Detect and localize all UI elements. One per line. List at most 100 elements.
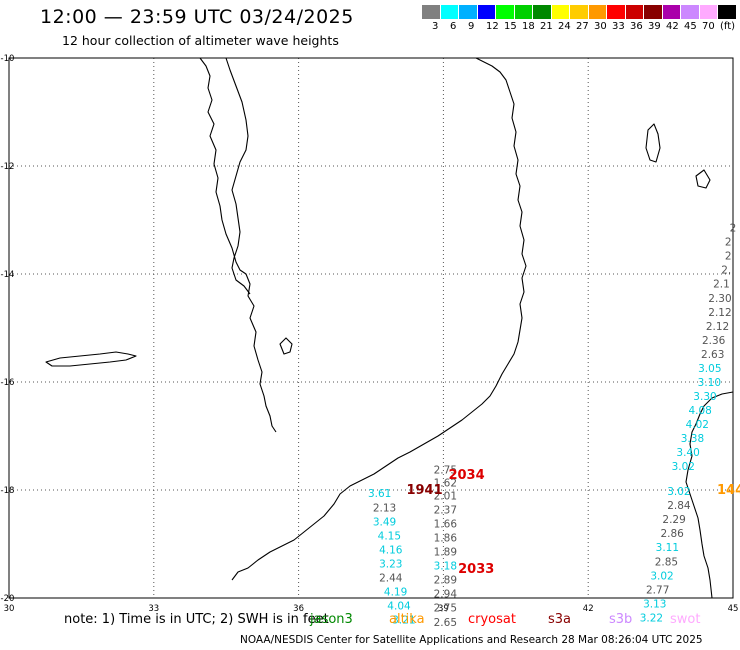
chart-title: 12:00 — 23:59 UTC 03/24/2025 xyxy=(40,6,354,28)
wave-height-value: 2.63 xyxy=(701,349,724,361)
satellite-legend-swot: swot xyxy=(670,612,701,627)
legend-label: 39 xyxy=(648,21,661,32)
satellite-legend-s3b: s3b xyxy=(609,612,633,627)
wave-height-value: 2.1 xyxy=(713,279,730,291)
wave-height-observations: 2.751.622.012.371.661.861.893.182.892.94… xyxy=(368,223,740,629)
wave-height-value: 144 xyxy=(717,483,740,498)
legend-label: 42 xyxy=(666,21,679,32)
legend-swatch xyxy=(662,5,681,19)
latitude-label: -18 xyxy=(1,486,15,496)
legend-swatch xyxy=(514,5,533,19)
legend-swatch xyxy=(477,5,496,19)
wave-height-value: 2.13 xyxy=(373,502,396,514)
legend-swatch xyxy=(718,5,737,19)
wave-height-value: 3.10 xyxy=(698,377,721,389)
satellite-legend-s3a: s3a xyxy=(548,612,572,627)
wave-height-value: 2034 xyxy=(448,468,484,483)
wave-height-value: 2.36 xyxy=(702,335,726,347)
legend-label: 6 xyxy=(450,21,457,32)
wave-height-value: 1941 xyxy=(406,483,442,498)
legend-labels: 3 6 9 12 15 18 21 24 27 30 33 36 39 42 45 70 (ft) xyxy=(422,19,737,33)
legend-swatch xyxy=(588,5,607,19)
coastline xyxy=(45,57,734,599)
wave-height-value: 3.02 xyxy=(667,486,690,498)
legend-swatch xyxy=(644,5,663,19)
wave-height-value: 2. xyxy=(721,265,731,277)
wave-height-value: 2.30 xyxy=(708,293,731,305)
legend-label: 30 xyxy=(594,21,607,32)
wave-height-value: 2.44 xyxy=(379,572,403,584)
map-grid xyxy=(9,58,733,598)
wave-height-value: 2.01 xyxy=(434,490,457,502)
wave-height-value: 3.11 xyxy=(656,542,679,554)
legend-label: 70 xyxy=(702,21,715,32)
wave-height-value: 3.22 xyxy=(640,612,663,624)
longitude-label: 30 xyxy=(4,604,15,614)
color-legend: 3 6 9 12 15 18 21 24 27 30 33 36 39 42 45 70 (ft) xyxy=(422,5,737,33)
footer-credit: NOAA/NESDIS Center for Satellite Applica… xyxy=(240,634,703,646)
wave-height-value: 3.02 xyxy=(672,461,695,473)
africa-coastline xyxy=(199,57,277,433)
wave-height-value: 2.94 xyxy=(434,589,458,601)
legend-label: 3 xyxy=(432,21,439,32)
legend-swatch xyxy=(459,5,478,19)
wave-height-value: 4.04 xyxy=(387,601,411,613)
legend-swatch xyxy=(422,5,441,19)
wave-height-value: 3.18 xyxy=(434,561,457,573)
chart-subtitle: 12 hour collection of altimeter wave hei… xyxy=(62,33,339,48)
latitude-label: -20 xyxy=(1,594,15,604)
wave-height-value: 3.13 xyxy=(643,598,666,610)
wave-height-value: 3.40 xyxy=(676,447,699,459)
map-frame xyxy=(8,57,734,599)
mozambique-coastline xyxy=(231,57,527,581)
legend-label: (ft) xyxy=(720,21,736,32)
legend-swatch xyxy=(607,5,626,19)
wave-height-value: 4.08 xyxy=(688,405,711,417)
wave-height-value: 2.84 xyxy=(667,500,691,512)
wave-height-value: 3.61 xyxy=(368,488,391,500)
legend-swatch xyxy=(496,5,515,19)
wave-height-value: 3.30 xyxy=(693,391,716,403)
wave-height-value: 4.16 xyxy=(379,544,403,556)
legend-swatch xyxy=(570,5,589,19)
legend-swatch xyxy=(625,5,644,19)
wave-height-value: 1.66 xyxy=(434,518,458,530)
wave-height-value: 2.75 xyxy=(434,464,457,476)
wave-height-value: 2 xyxy=(730,223,737,235)
wave-height-value: 4.15 xyxy=(378,530,401,542)
latitude-label: -14 xyxy=(1,270,15,280)
comoros-island-1 xyxy=(645,123,661,163)
wave-height-value: 3.49 xyxy=(373,516,396,528)
wave-height-value: 4.02 xyxy=(686,419,709,431)
wave-height-value: 3.02 xyxy=(650,570,673,582)
latitude-label: -16 xyxy=(1,378,15,388)
wave-height-value: 2.89 xyxy=(434,575,457,587)
wave-height-value: 2.86 xyxy=(660,528,684,540)
wave-height-value: 3.21 xyxy=(392,615,415,627)
legend-swatch xyxy=(699,5,718,19)
wave-height-value: 2.65 xyxy=(434,617,457,629)
wave-height-value: 3.23 xyxy=(379,558,402,570)
legend-label: 15 xyxy=(504,21,517,32)
wave-height-value: 3.38 xyxy=(681,433,704,445)
wave-height-value: 3.05 xyxy=(698,363,721,375)
legend-label: 12 xyxy=(486,21,499,32)
legend-label: 18 xyxy=(522,21,535,32)
legend-swatch xyxy=(440,5,459,19)
legend-label: 33 xyxy=(612,21,625,32)
satellite-legend-jason3: jason3 xyxy=(310,612,353,627)
legend-swatch xyxy=(533,5,552,19)
latitude-label: -10 xyxy=(1,54,15,64)
legend-label: 45 xyxy=(684,21,697,32)
wave-height-value: 2033 xyxy=(458,562,494,577)
wave-height-value: 2.37 xyxy=(434,504,457,516)
madagascar-coastline xyxy=(685,391,734,599)
wave-height-value: 2 xyxy=(725,251,732,263)
wave-height-value: 2.77 xyxy=(646,584,669,596)
wave-height-value: 2 xyxy=(725,237,732,249)
longitude-label: 36 xyxy=(293,604,304,614)
legend-label: 27 xyxy=(576,21,589,32)
longitude-label: 45 xyxy=(728,604,739,614)
